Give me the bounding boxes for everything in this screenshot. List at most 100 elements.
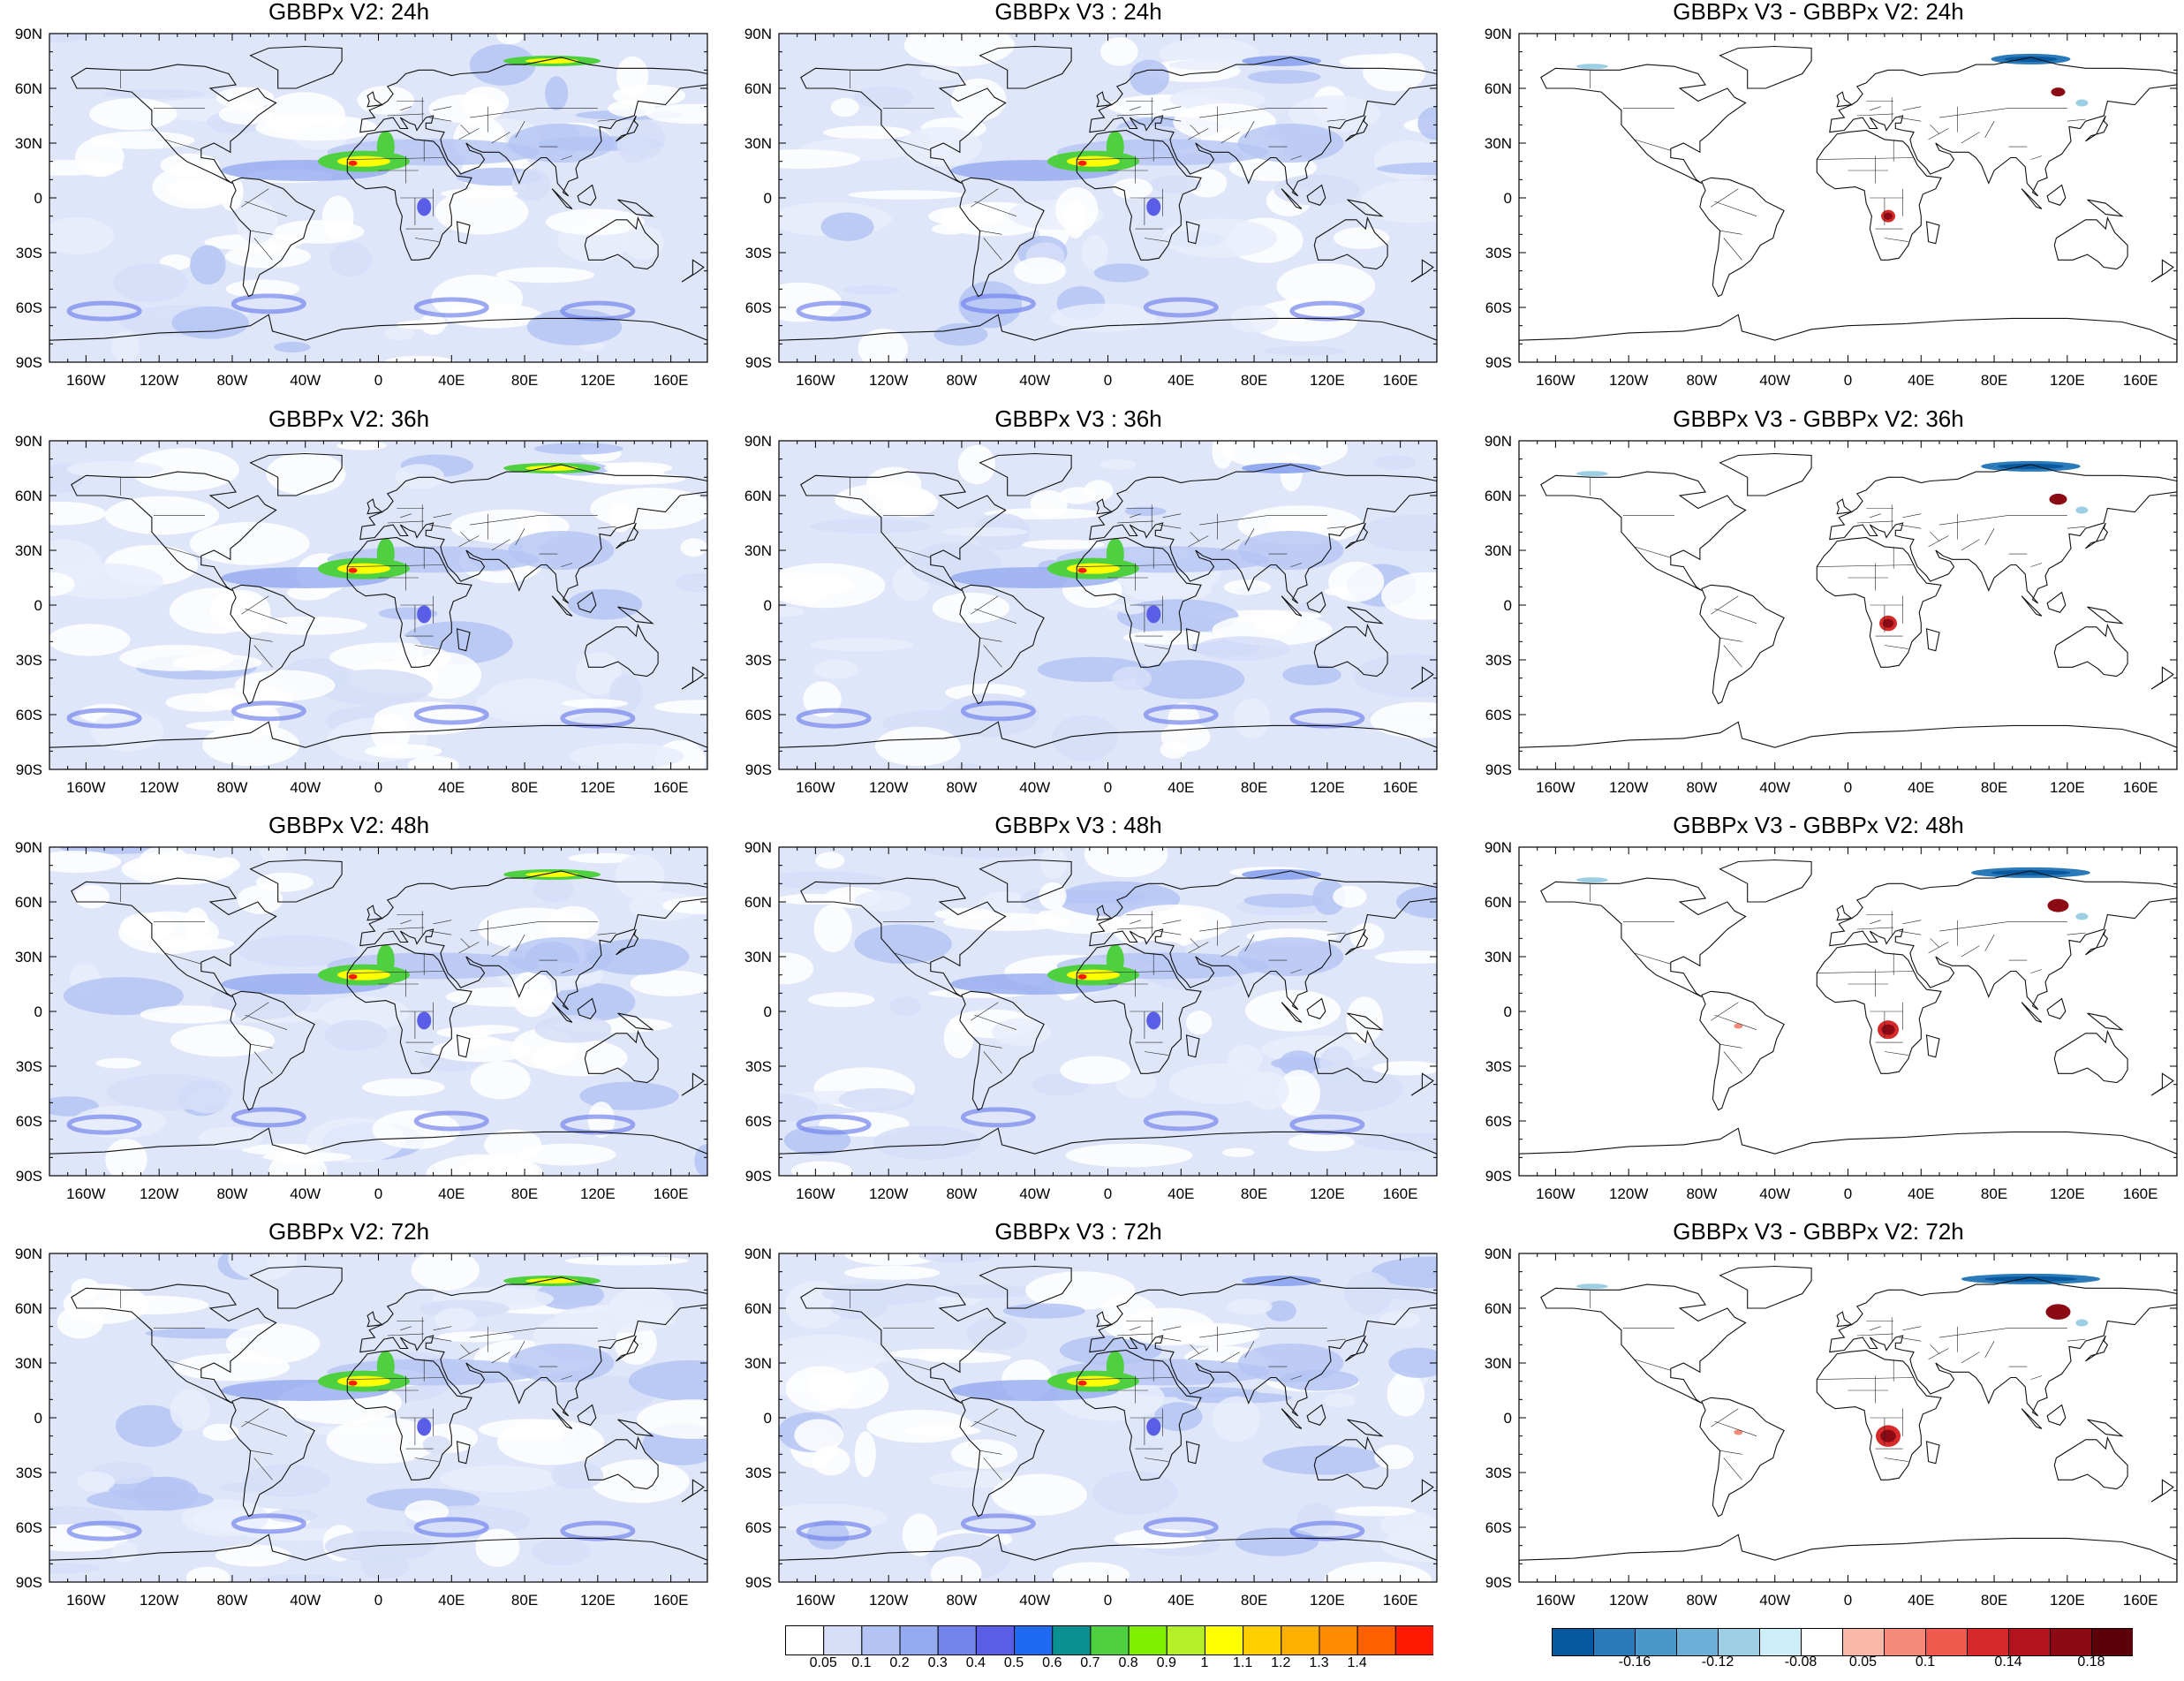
lon-label: 160W (1536, 372, 1575, 389)
southern-ocean-plume (230, 1107, 306, 1128)
field-patch (407, 755, 459, 769)
lat-label: 30S (16, 245, 42, 261)
field-patch (931, 223, 969, 235)
lon-label: 160E (2123, 779, 2158, 796)
field-patch (49, 572, 75, 597)
country-border (515, 935, 525, 951)
field-patch (676, 572, 707, 593)
colorbar-label: 0.4 (965, 1655, 986, 1670)
country-border (1159, 930, 1182, 935)
country-border (1723, 1051, 1742, 1074)
country-border (245, 1420, 288, 1436)
coastline (1719, 45, 1812, 89)
colorbar-label: 1.3 (1309, 1655, 1329, 1670)
country-border (983, 1051, 1002, 1074)
colorbar-box (1635, 1628, 1677, 1656)
field-patch (436, 1026, 494, 1038)
country-border (460, 938, 471, 948)
field-patch (1100, 1294, 1160, 1340)
lon-label: 80W (946, 372, 977, 389)
country-border (1719, 230, 1742, 235)
alaska-negative (1576, 64, 1608, 70)
field-patch (900, 126, 983, 167)
field-patch (404, 1500, 450, 1524)
colorbar-box (823, 1625, 863, 1655)
field-patch (902, 1513, 938, 1556)
coastline (779, 1533, 1437, 1582)
field-patch (950, 1439, 1018, 1469)
field-patch (562, 699, 628, 708)
lon-label: 80E (1241, 1592, 1267, 1609)
lon-label: 40E (1168, 1592, 1194, 1609)
alaska-negative (1576, 471, 1608, 477)
field-patch (1025, 1271, 1136, 1310)
field-patch (228, 1253, 298, 1281)
field-patch (49, 217, 115, 254)
colorbar-label: 1.2 (1271, 1655, 1291, 1670)
lon-label: 160E (2123, 1185, 2158, 1202)
southern-ocean-plume (560, 708, 636, 729)
country-border (894, 1359, 931, 1371)
lat-label: 0 (1504, 1410, 1512, 1427)
lat-label: 30S (1485, 652, 1512, 669)
field-patch (1319, 1046, 1354, 1081)
country-border (1188, 535, 1209, 548)
field-patch (1055, 186, 1099, 232)
country-border (974, 1420, 1017, 1436)
field-patch (202, 1423, 239, 1442)
field-patch (336, 441, 388, 451)
panel-title: GBBPx V3 : 36h (994, 405, 1162, 432)
field-patch (411, 1253, 480, 1291)
eastasia-plume (1237, 1344, 1344, 1382)
eastasia-negative (2075, 1319, 2089, 1327)
country-border (433, 920, 452, 925)
field-patch (553, 1375, 655, 1415)
country-border (241, 188, 269, 208)
field-patch (1130, 59, 1170, 95)
field-patch (794, 1419, 844, 1452)
coastline (1313, 623, 1388, 678)
country-border (1723, 238, 1742, 261)
field-patch (1349, 922, 1385, 950)
coastline (249, 45, 343, 89)
field-patch (324, 1019, 388, 1051)
siberia-positive (2049, 493, 2067, 505)
country-border (1144, 1458, 1168, 1462)
field-patch (439, 1465, 560, 1493)
coastline (1281, 595, 1303, 617)
country-border (1719, 637, 1742, 642)
coastline (456, 628, 471, 652)
lon-label: 80W (1686, 779, 1717, 796)
field-patch (889, 996, 921, 1017)
field-patch (1030, 489, 1068, 518)
field-patch (89, 98, 178, 130)
colorbar-label: 0.14 (1994, 1654, 2022, 1670)
country-border (2030, 563, 2042, 567)
coastline (617, 1419, 654, 1437)
country-border (2067, 526, 2086, 529)
field-patch (496, 1420, 605, 1465)
field-patch (1249, 299, 1358, 342)
field-patch (1186, 169, 1228, 198)
field-patch (1168, 59, 1241, 71)
country-border (1884, 1051, 1908, 1056)
map-panel: GBBPx V3 - GBBPx V2: 24h 90N 60N 30N 0 30S 60S… (1470, 0, 2178, 405)
country-border (1159, 1336, 1182, 1342)
sahara-peak (348, 1380, 358, 1386)
coastline (367, 905, 384, 921)
lat-label: 60S (16, 1113, 42, 1130)
field-patch (590, 1459, 690, 1503)
field-patch (435, 189, 529, 235)
lat-label: 90S (745, 761, 772, 778)
country-border (1961, 132, 1980, 144)
lon-label: 0 (1104, 1185, 1112, 1202)
field-patch (72, 1105, 167, 1139)
field-patch (202, 723, 300, 767)
sahara-peak (348, 973, 358, 980)
field-patch (812, 1446, 850, 1476)
field-patch (395, 464, 445, 489)
field-patch (646, 103, 707, 125)
country-border (1714, 201, 1757, 216)
field-patch (1135, 660, 1245, 700)
lon-label: 120E (1310, 1592, 1345, 1609)
